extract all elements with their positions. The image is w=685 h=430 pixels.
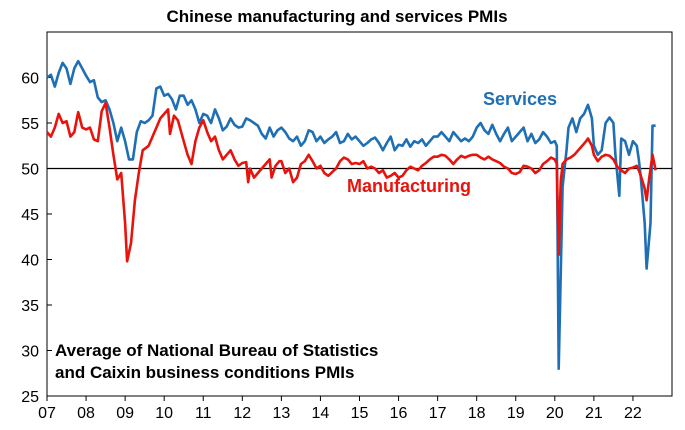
x-tick-label: 09 <box>116 405 134 422</box>
manufacturing-series-line <box>46 101 657 263</box>
y-tick-label: 25 <box>21 389 39 406</box>
x-tick-label: 22 <box>624 405 642 422</box>
x-tick-label: 11 <box>195 405 212 422</box>
x-axis: 07 08 09 10 11 12 13 14 15 16 17 18 19 20 21 22 <box>38 396 642 422</box>
x-tick-label: 16 <box>390 405 408 422</box>
x-tick-label: 15 <box>351 405 369 422</box>
x-tick-label: 08 <box>77 405 95 422</box>
services-label: Services <box>483 89 557 109</box>
x-tick-label: 18 <box>468 405 486 422</box>
x-tick-label: 12 <box>233 405 251 422</box>
x-tick-label: 07 <box>38 405 56 422</box>
x-tick-label: 19 <box>507 405 525 422</box>
y-tick-label: 60 <box>21 71 39 88</box>
y-tick-label: 50 <box>21 162 39 179</box>
x-tick-label: 17 <box>429 405 447 422</box>
y-tick-label: 45 <box>21 207 39 224</box>
chart-title: Chinese manufacturing and services PMIs <box>166 7 507 26</box>
y-tick-label: 40 <box>21 253 39 270</box>
y-tick-label: 30 <box>21 344 39 361</box>
x-tick-label: 20 <box>546 405 564 422</box>
y-axis: 25 30 35 40 45 50 55 60 <box>21 71 52 406</box>
manufacturing-label: Manufacturing <box>347 176 471 196</box>
x-tick-label: 21 <box>585 405 603 422</box>
x-tick-label: 10 <box>155 405 173 422</box>
services-series-line <box>46 59 656 370</box>
x-tick-label: 13 <box>272 405 290 422</box>
y-tick-label: 35 <box>21 298 39 315</box>
y-tick-label: 55 <box>21 116 39 133</box>
note-line-1: Average of National Bureau of Statistics <box>55 341 378 360</box>
note-line-2: and Caixin business conditions PMIs <box>55 363 354 382</box>
x-tick-label: 14 <box>312 405 330 422</box>
